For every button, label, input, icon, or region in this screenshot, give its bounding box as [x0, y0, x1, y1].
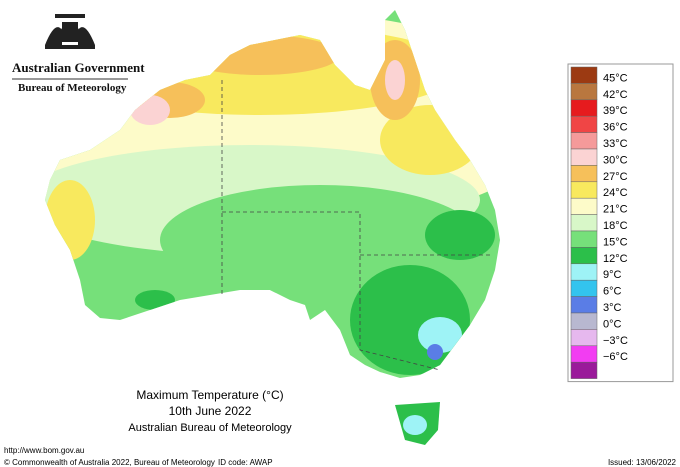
legend-swatch [570, 263, 598, 281]
copyright: © Commonwealth of Australia 2022, Bureau… [4, 458, 215, 467]
state-borders [221, 80, 490, 371]
legend-label: −6°C [603, 351, 628, 363]
legend-label: 33°C [603, 138, 628, 150]
legend-label: 36°C [603, 122, 628, 134]
legend-label: 21°C [603, 204, 628, 216]
legend-label: 24°C [603, 187, 628, 199]
legend-label: 45°C [603, 72, 628, 84]
legend-swatch [570, 132, 598, 150]
id-code: ID code: AWAP [218, 458, 273, 467]
legend-label: 6°C [603, 286, 622, 298]
legend-swatch [570, 115, 598, 133]
legend-label: 39°C [603, 105, 628, 117]
legend-label: 18°C [603, 220, 628, 232]
legend-swatch [570, 66, 598, 84]
legend-label: 3°C [603, 302, 622, 314]
legend-swatch [570, 165, 598, 183]
map-date: 10th June 2022 [169, 404, 252, 418]
legend-label: 27°C [603, 171, 628, 183]
legend-swatch [570, 83, 598, 101]
coat-of-arms [45, 14, 95, 49]
legend-swatch [570, 279, 598, 297]
legend: 45°C 42°C 39°C 36°C 33°C 30°C 27°C 24°C 21°C 18°C… [567, 63, 674, 383]
legend-swatch [570, 197, 598, 215]
legend-swatch [570, 329, 598, 347]
legend-label: 9°C [603, 269, 622, 281]
government-name: Australian Government [12, 60, 145, 75]
legend-label: 30°C [603, 154, 628, 166]
legend-swatch [570, 296, 598, 314]
legend-swatch [570, 312, 598, 330]
legend-swatch [570, 214, 598, 232]
url: http://www.bom.gov.au [4, 446, 84, 455]
issued: Issued: 13/06/2022 [608, 458, 677, 467]
legend-swatch [570, 247, 598, 265]
legend-label: 15°C [603, 236, 628, 248]
legend-swatch [570, 148, 598, 166]
legend-label: −3°C [603, 335, 628, 347]
legend-swatch [570, 99, 598, 117]
legend-swatch [570, 361, 598, 379]
agency-name: Bureau of Meteorology [18, 82, 127, 94]
legend-swatch [570, 181, 598, 199]
legend-swatch [570, 230, 598, 248]
map-title: Maximum Temperature (°C) [136, 388, 283, 402]
map-source: Australian Bureau of Meteorology [128, 422, 292, 434]
legend-swatch [570, 345, 598, 363]
legend-label: 0°C [603, 318, 622, 330]
legend-label: 12°C [603, 253, 628, 265]
tasmania [395, 402, 440, 445]
legend-label: 42°C [603, 89, 628, 101]
